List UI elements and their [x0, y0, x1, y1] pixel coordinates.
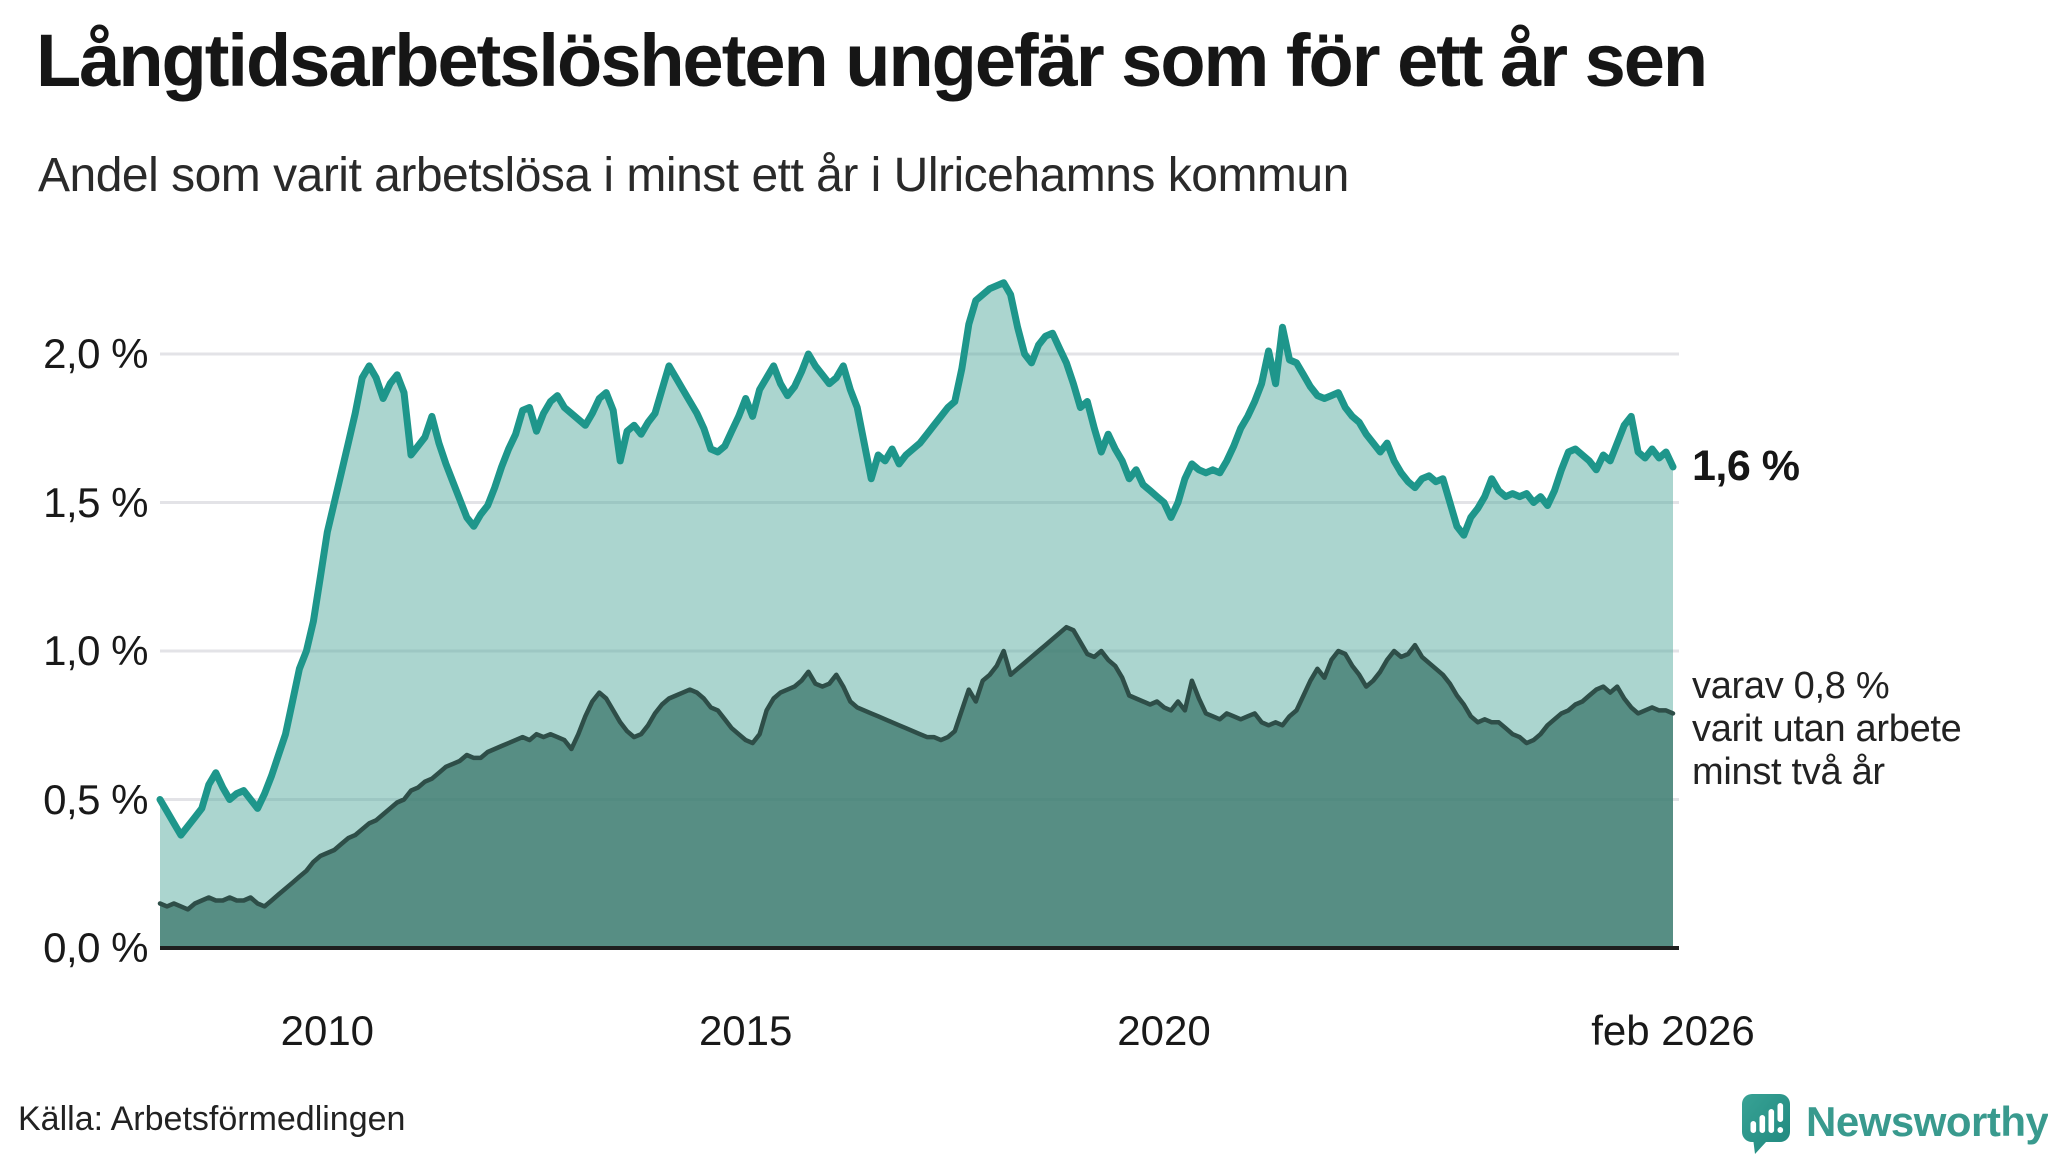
secondary-series-note-line2: varit utan arbete — [1692, 708, 1962, 751]
y-axis-tick-0.5: 0,5 % — [43, 775, 148, 823]
page-subtitle: Andel som varit arbetslösa i minst ett å… — [38, 149, 1349, 202]
source-credit: Källa: Arbetsförmedlingen — [18, 1100, 406, 1138]
secondary-series-note-line3: minst två år — [1692, 751, 1885, 794]
page-title: Långtidsarbetslösheten ungefär som för e… — [36, 19, 1708, 102]
x-axis-tick-2020: 2020 — [1117, 1007, 1211, 1054]
x-axis-tick-2010: 2010 — [280, 1007, 375, 1054]
x-axis-tick-2015: 2015 — [698, 1007, 793, 1054]
newsworthy-brand: Newsworthy — [1742, 1094, 2048, 1154]
y-axis-tick-2.0: 2,0 % — [43, 330, 148, 377]
y-axis-tick-1.5: 1,5 % — [43, 478, 148, 526]
series-end-value-label: 1,6 % — [1692, 441, 1800, 490]
y-axis-tick-0.0: 0,0 % — [43, 924, 148, 971]
y-axis-tick-1.0: 1,0 % — [43, 627, 148, 674]
secondary-series-note-line1: varav 0,8 % — [1692, 665, 1890, 708]
x-axis-tick-feb-2026: feb 2026 — [1591, 1007, 1755, 1054]
newsworthy-brand-text: Newsworthy — [1806, 1098, 2048, 1145]
newsworthy-logo-icon — [1742, 1094, 1790, 1154]
